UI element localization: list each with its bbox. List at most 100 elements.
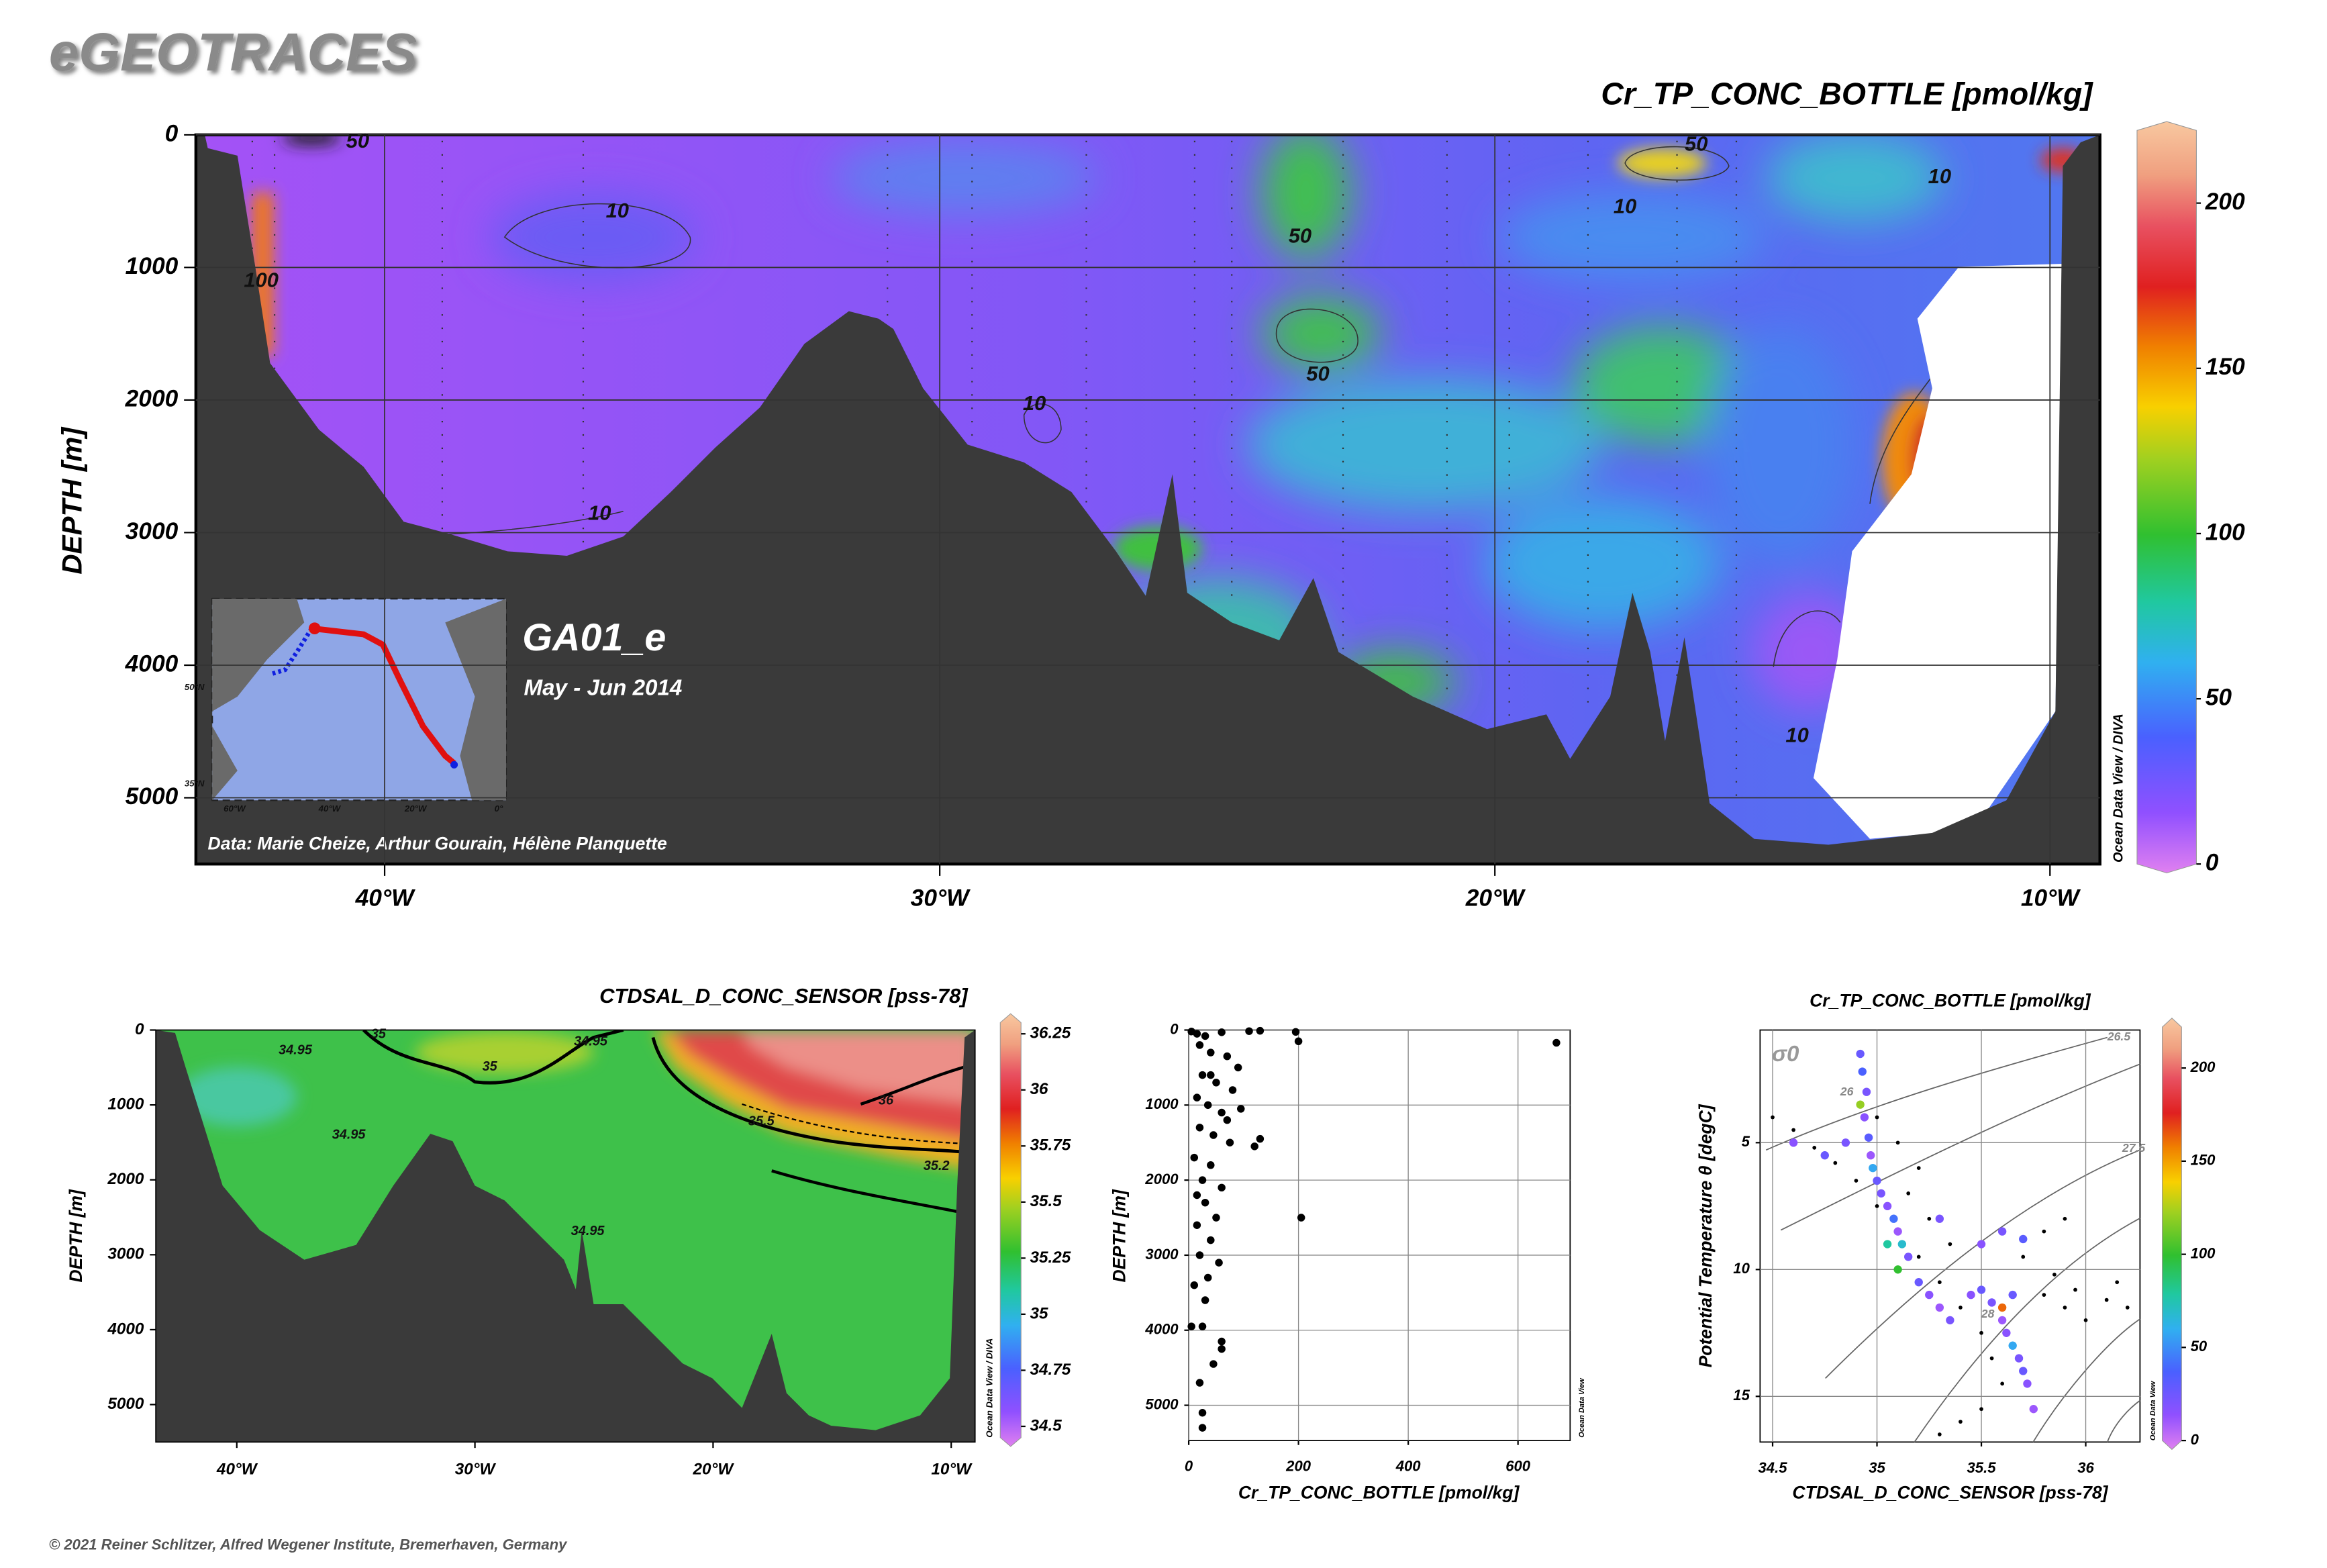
chart-title: Cr_TP_CONC_BOTTLE [pmol/kg] — [1810, 991, 2091, 1011]
background-point — [2021, 1255, 2026, 1259]
y-tick-label: 0 — [1170, 1020, 1179, 1037]
colorbar-label: 0 — [2191, 1431, 2199, 1448]
colorbar-label: 34.5 — [1030, 1416, 1062, 1434]
contour-label: 50 — [346, 129, 369, 152]
isopycnal-label: 26 — [1840, 1085, 1854, 1098]
data-point — [1198, 1424, 1207, 1432]
data-point — [1935, 1303, 1944, 1312]
contour-label: 10 — [606, 199, 629, 222]
contour-label: 34.95 — [574, 1034, 608, 1048]
contour-label: 10 — [1023, 391, 1046, 415]
background-point — [1937, 1432, 1942, 1436]
data-point — [2002, 1328, 2011, 1337]
inset-map — [211, 597, 507, 801]
y-tick-label: 1000 — [1145, 1095, 1179, 1112]
data-point — [1203, 1273, 1212, 1282]
data-point — [1209, 1131, 1218, 1139]
data-point — [1856, 1100, 1865, 1109]
y-tick-label: 0 — [165, 120, 179, 146]
background-point — [1979, 1330, 1983, 1335]
background-point — [1833, 1161, 1838, 1165]
contour-label: 34.95 — [279, 1043, 313, 1058]
inset-label: 20°W — [404, 803, 428, 814]
x-tick-label: 10°W — [931, 1461, 973, 1479]
watermark: Ocean Data View — [2149, 1380, 2157, 1440]
contour-label: 35 — [371, 1026, 387, 1041]
background-point — [2042, 1293, 2046, 1297]
data-point — [1925, 1290, 1934, 1300]
y-tick-label: 4000 — [107, 1320, 144, 1338]
y-tick-label: 10 — [1733, 1260, 1750, 1277]
watermark: Ocean Data View — [1578, 1377, 1586, 1438]
data-point — [1245, 1027, 1253, 1035]
data-point — [1789, 1138, 1798, 1147]
isopycnal-label: 28 — [1981, 1307, 1995, 1320]
y-tick-label: 5000 — [107, 1395, 144, 1413]
data-point — [1291, 1028, 1300, 1036]
data-point — [1867, 1151, 1875, 1160]
colorbar-label: 150 — [2191, 1152, 2216, 1169]
data-point — [1897, 1240, 1907, 1248]
x-tick-label: 200 — [1285, 1458, 1311, 1475]
contour-label: 34.95 — [571, 1224, 605, 1238]
data-point — [1256, 1026, 1265, 1035]
data-point — [1552, 1038, 1561, 1047]
data-point — [1893, 1265, 1902, 1274]
data-point — [1889, 1214, 1898, 1223]
y-axis-label: DEPTH [m] — [56, 426, 88, 575]
isopycnal-label: 26.5 — [2107, 1030, 2132, 1043]
colorbar — [2162, 1018, 2182, 1451]
background-point — [2073, 1287, 2077, 1292]
contour-label: 35 — [483, 1059, 498, 1074]
inset-period: May - Jun 2014 — [524, 675, 683, 700]
contour-label: 50 — [1289, 224, 1311, 247]
colorbar-label: 200 — [2205, 189, 2245, 215]
data-point — [1883, 1240, 1892, 1248]
data-point — [1212, 1079, 1220, 1087]
data-point — [2008, 1341, 2017, 1350]
x-tick-label: 34.5 — [1759, 1459, 1788, 1476]
data-point — [1187, 1322, 1195, 1330]
data-point — [1873, 1176, 1881, 1185]
contour-label: 34.95 — [332, 1128, 366, 1142]
ts-frame — [1759, 1029, 2141, 1443]
data-point — [1256, 1134, 1265, 1143]
data-point — [2019, 1234, 2028, 1244]
data-point — [1218, 1028, 1226, 1036]
background-point — [1916, 1166, 1921, 1170]
x-tick-label: 20°W — [1465, 885, 1526, 912]
data-point — [1883, 1202, 1892, 1211]
data-point — [1987, 1298, 1996, 1307]
watermark: Ocean Data View / DIVA — [984, 1338, 994, 1438]
y-tick-label: 5000 — [126, 783, 179, 810]
data-point — [1201, 1198, 1209, 1207]
colorbar-label: 100 — [2206, 519, 2245, 545]
x-tick-label: 36 — [2077, 1459, 2094, 1476]
inset-label: 35°N — [185, 779, 205, 789]
colorbar-label: 35.5 — [1030, 1192, 1062, 1210]
data-point — [1195, 1124, 1204, 1132]
data-point — [1250, 1142, 1258, 1150]
data-point — [1212, 1214, 1220, 1222]
x-tick-label: 40°W — [355, 885, 416, 912]
footer: © 2021 Reiner Schlitzer, Alfred Wegener … — [49, 1536, 568, 1553]
background-point — [2000, 1381, 2005, 1386]
contour-label: 100 — [244, 268, 279, 292]
data-point — [1903, 1253, 1913, 1261]
data-point — [1914, 1278, 1923, 1287]
y-tick-label: 2000 — [107, 1170, 144, 1188]
colorbar — [2136, 121, 2197, 874]
x-tick-label: 0 — [1185, 1458, 1193, 1475]
colorbar-label: 50 — [2206, 684, 2232, 710]
colorbar-label: 50 — [2191, 1338, 2208, 1355]
y-axis-label: DEPTH [m] — [1109, 1189, 1129, 1282]
data-point — [1967, 1290, 1975, 1300]
background-point — [2115, 1280, 2120, 1285]
background-point — [2063, 1216, 2067, 1221]
data-point — [2029, 1405, 2038, 1414]
data-point — [1195, 1041, 1204, 1049]
data-point — [1207, 1161, 1215, 1169]
data-point — [1198, 1071, 1207, 1079]
